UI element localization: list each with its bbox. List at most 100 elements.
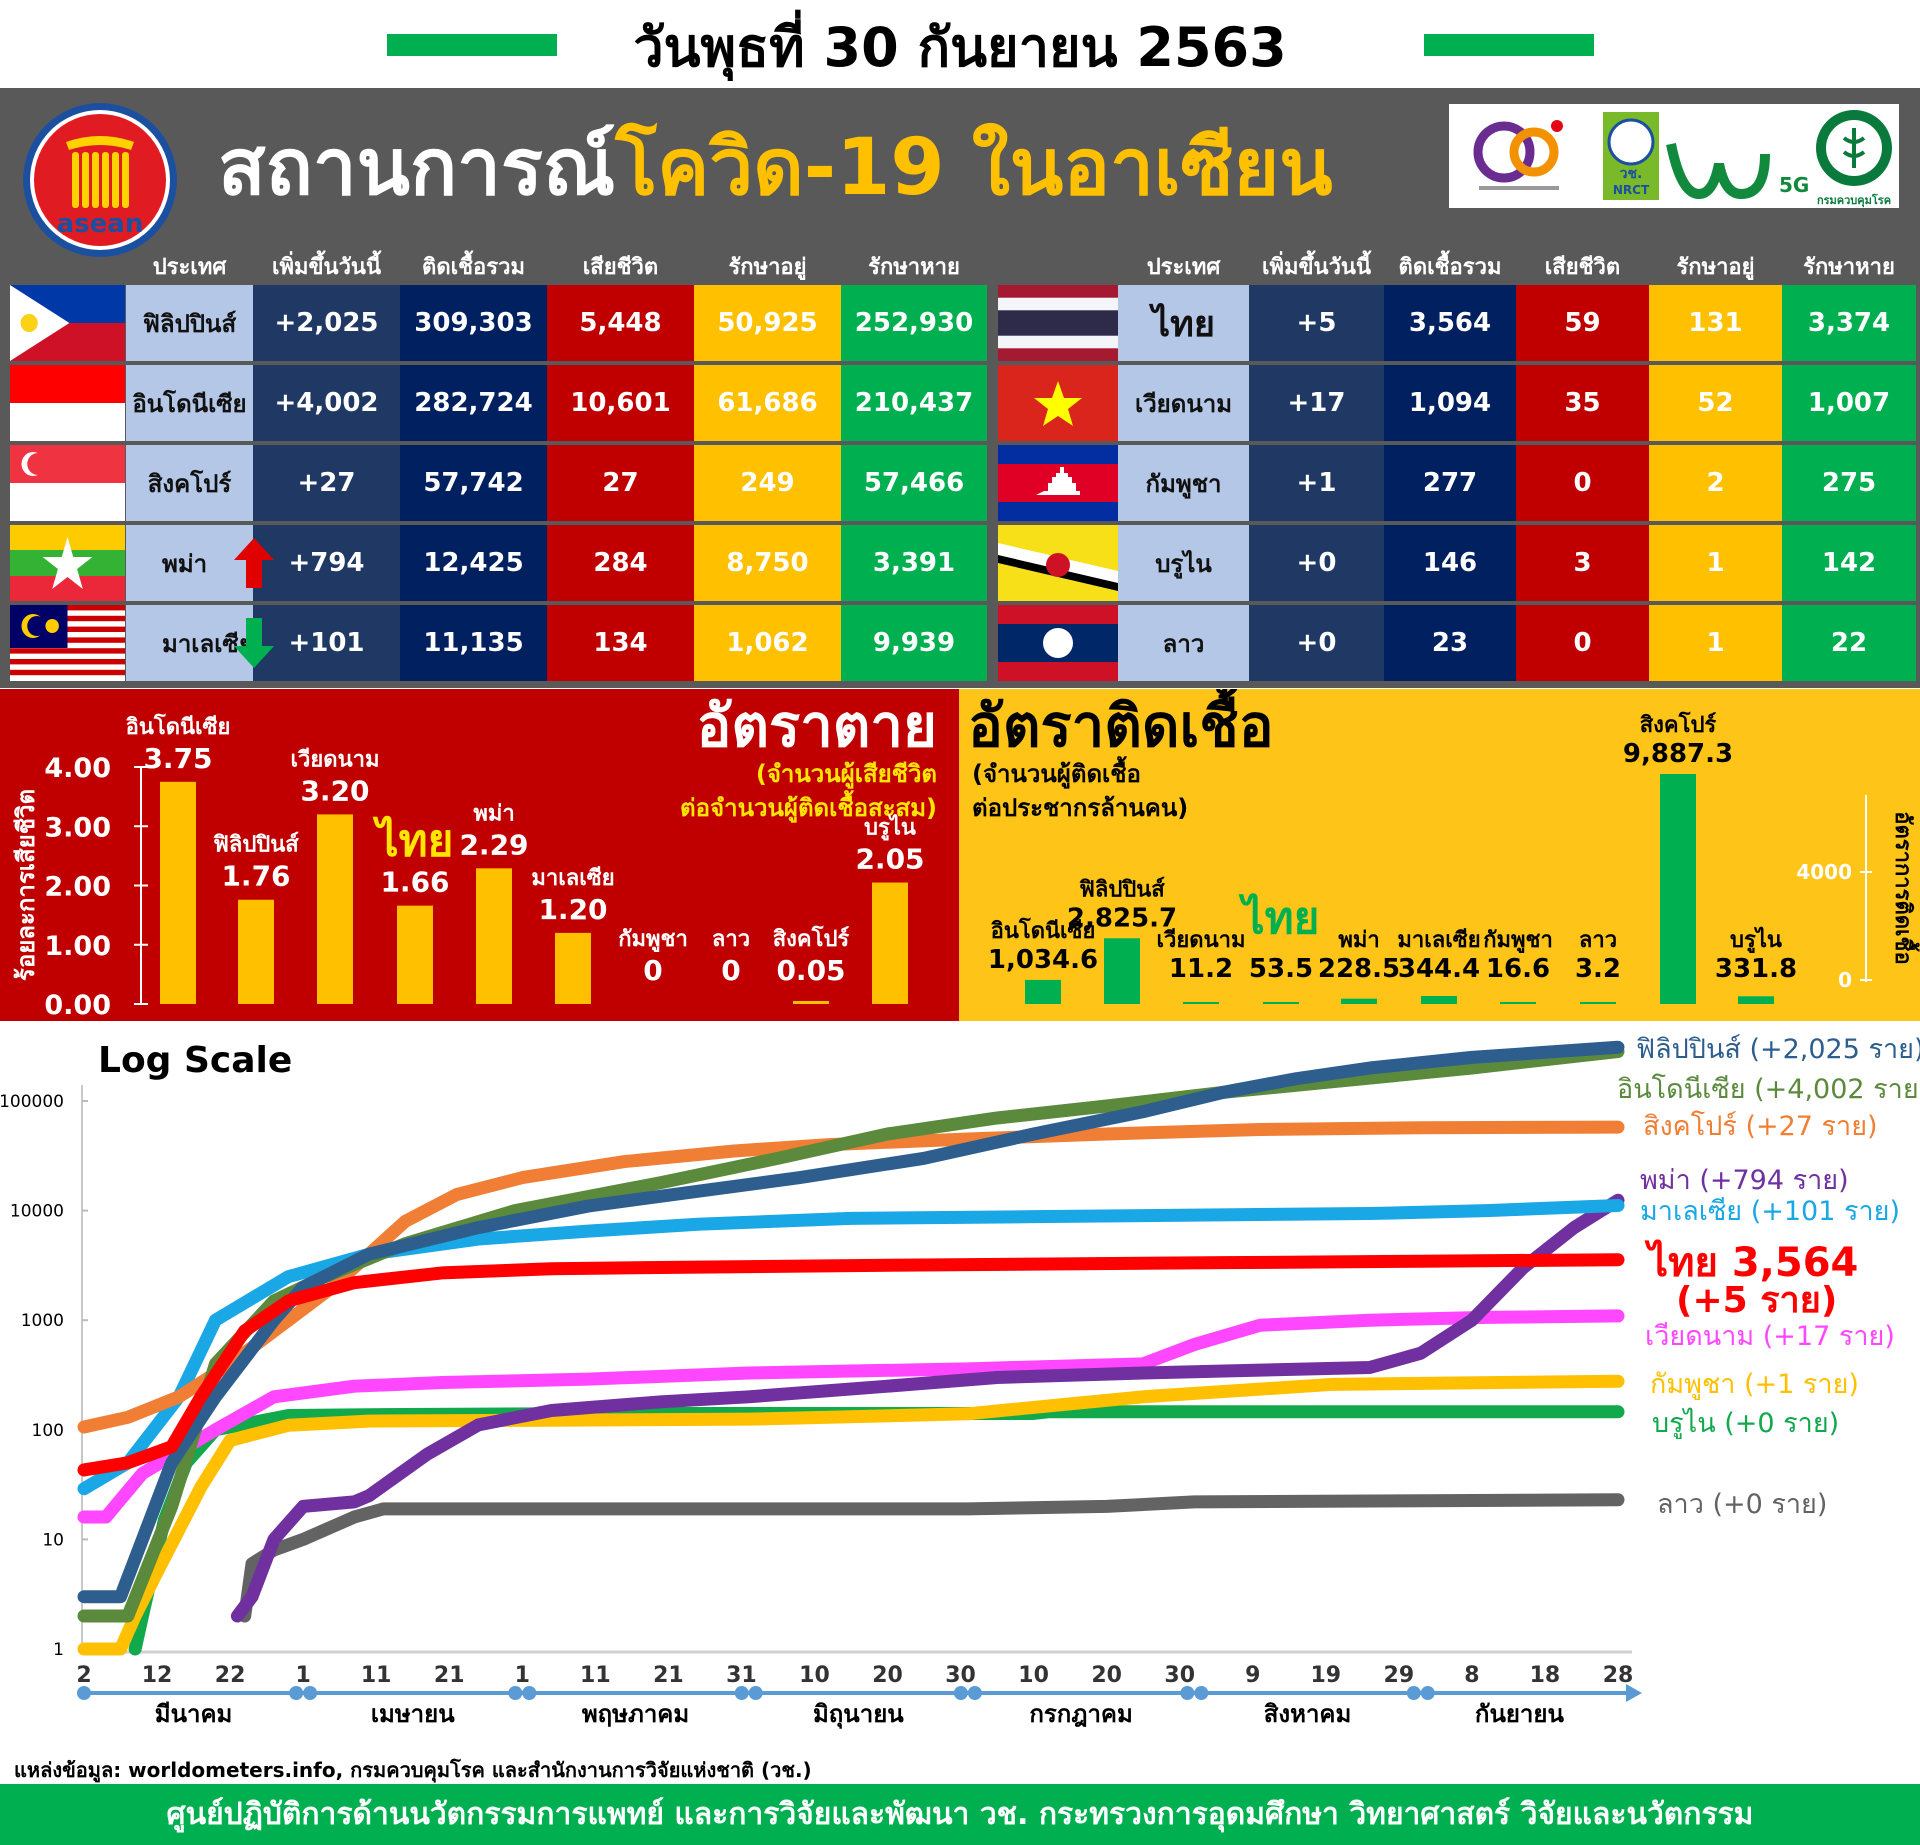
timeline-dot [522,1686,537,1700]
cell-active: 1,062 [694,605,841,681]
infection-category-label: อินโดนีเซีย [991,917,1096,944]
death-ytick-label: 2.00 [44,872,111,903]
series-line [77,1040,1625,1604]
timeline-dot [1420,1686,1435,1700]
infection-rate-title: อัตราติดเชื้อ [968,689,1274,760]
month-label: กันยายน [1475,1700,1565,1728]
cell-deaths: 35 [1516,365,1649,441]
cell-name: ไทย [1118,285,1249,361]
infection-value-label: 16.6 [1486,954,1550,984]
flag-laos-icon [998,605,1118,681]
cell-recovered: 3,391 [841,525,987,601]
timeline-dot [967,1686,982,1700]
cell-active: 1 [1649,525,1782,601]
infection-category-label: ฟิลิปปินส์ [1079,876,1165,902]
timeline-dot [289,1686,304,1700]
header-increase-right: เพิ่มขึ้นวันนี้ [1261,255,1372,280]
death-value-label: 2.05 [855,843,924,876]
header-total-right: ติดเชื้อรวม [1398,255,1502,280]
cell-total: 12,425 [400,525,547,601]
death-bar [397,905,433,1004]
footer-banner: ศูนย์ปฏิบัติการด้านนวัตกรรมการแพทย์ และก… [0,1784,1920,1845]
death-rate-title: อัตราตาย [697,692,937,760]
infection-bar [1025,979,1061,1004]
header-recovered-right: รักษาหาย [1803,255,1895,280]
x-tick-label: 21 [434,1663,465,1688]
cell-increase: +17 [1249,365,1384,441]
series-label: เวียดนาม (+17 ราย) [1645,1321,1895,1352]
infection-bar [1580,1002,1616,1004]
flag-malaysia-icon [10,605,125,681]
death-category-label: สิงคโปร์ [773,925,850,952]
death-value-label: 0 [643,954,662,987]
cell-recovered: 210,437 [841,365,987,441]
x-tick-label: 18 [1530,1663,1561,1688]
x-tick-label: 10 [1018,1663,1049,1688]
moph-text: กรมควบคุมโรค [1817,193,1891,208]
month-label: กรกฎาคม [1029,1700,1132,1728]
x-tick-label: 10 [799,1663,830,1688]
y-tick-label: 100 [32,1421,64,1441]
cell-deaths: 0 [1516,605,1649,681]
x-tick-label: 11 [580,1663,611,1688]
death-category-label: กัมพูชา [618,927,688,953]
infection-rate-chart: อัตราติดเชื้อ (จำนวนผู้ติดเชื้อ ต่อประชา… [968,689,1920,1004]
cell-increase: +0 [1249,525,1384,601]
series-line [128,1405,1625,1656]
cell-name: พม่า [126,525,253,601]
infection-value-label: 53.5 [1249,954,1313,984]
cell-increase: +1 [1249,445,1384,521]
x-tick-label: 1 [295,1663,310,1688]
infection-ytick-label: 4000 [1796,860,1852,884]
series-label: บรูไน (+0 ราย) [1652,1408,1839,1439]
death-ytick-label: 3.00 [44,812,111,843]
death-category-label: อินโดนีเซีย [126,713,231,740]
cell-deaths: 27 [547,445,694,521]
cell-recovered: 9,939 [841,605,987,681]
infection-rate-subtitle-1: (จำนวนผู้ติดเชื้อ [972,755,1141,789]
infection-bar [1500,1002,1536,1004]
date-title: วันพุธที่ 30 กันยายน 2563 [633,16,1287,79]
header-active-right: รักษาอยู่ [1676,255,1755,280]
timeline-dot [1180,1686,1195,1700]
arrow-up-icon [234,538,274,588]
series-label: สิงคโปร์ (+27 ราย) [1643,1110,1878,1142]
series-label: พม่า (+794 ราย) [1640,1165,1849,1196]
death-ytick-label: 0.00 [44,990,111,1021]
x-tick-label: 20 [872,1663,903,1688]
main-title-part2: โควิด-19 ในอาเซียน [615,123,1333,213]
header-active-left: รักษาอยู่ [728,255,807,280]
main-title-part1: สถานการณ์ [218,123,616,213]
y-tick-label: 1 [53,1640,64,1660]
series-label: อินโดนีเซีย (+4,002 ราย) [1617,1074,1920,1105]
log-scale-title: Log Scale [98,1040,292,1081]
infection-value-label: 9,887.3 [1623,739,1733,769]
month-label: พฤษภาคม [582,1700,689,1728]
arrow-down-icon [234,618,274,668]
cell-increase: +2,025 [253,285,400,361]
cell-recovered: 1,007 [1782,365,1916,441]
death-value-label: 3.75 [143,742,212,775]
cell-increase: +5 [1249,285,1384,361]
table-row-vietnam: เวียดนาม +17 1,094 35 52 1,007 [0,365,1920,441]
nrct-thai-text: วช. [1620,166,1643,182]
header-country-left: ประเทศ [152,255,227,280]
flag-singapore-icon [10,445,125,521]
cell-recovered: 22 [1782,605,1916,681]
infection-bar [1183,1002,1219,1004]
cell-deaths: 284 [547,525,694,601]
thai-series-increase: (+5 ราย) [1676,1280,1837,1321]
main-title: สถานการณ์โควิด-19 ในอาเซียน [218,118,1333,218]
infection-category-label: สิงคโปร์ [1640,711,1717,738]
infection-bar [1341,998,1377,1004]
death-category-label: พม่า [473,801,514,826]
5g-text: 5G [1779,173,1809,197]
timeline-dot [1406,1686,1421,1700]
x-tick-label: 28 [1603,1663,1634,1688]
cell-active: 61,686 [694,365,841,441]
cell-total: 309,303 [400,285,547,361]
flag-vietnam-icon [998,365,1118,441]
death-bar [555,932,591,1004]
decor-bar-right [1424,34,1594,56]
cell-recovered: 57,466 [841,445,987,521]
